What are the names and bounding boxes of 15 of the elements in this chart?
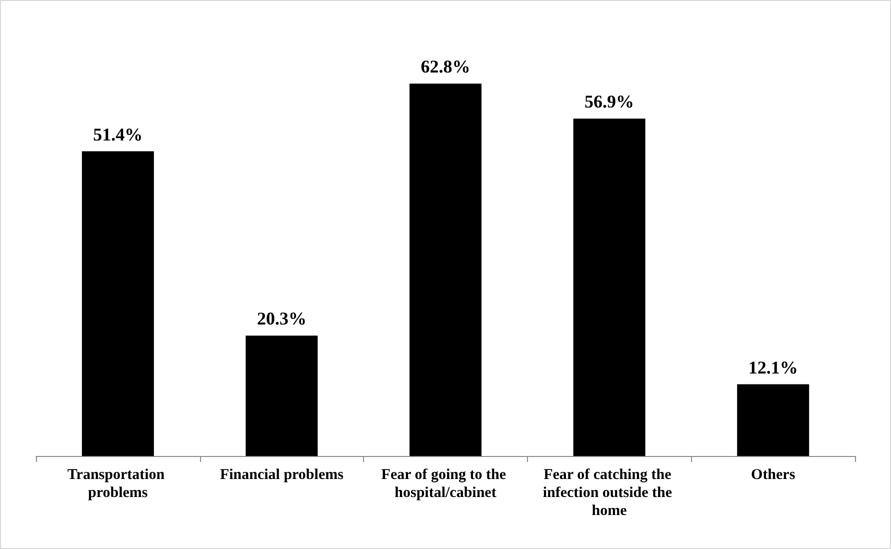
bar <box>737 384 810 456</box>
data-label: 56.9% <box>584 92 634 112</box>
x-tick-label: Fear of going to the hospital/cabinet <box>381 467 510 501</box>
x-tick-label: Others <box>751 467 796 483</box>
data-label: 20.3% <box>256 308 306 329</box>
x-tick-label: Transportation problems <box>67 467 168 501</box>
bar <box>573 118 646 456</box>
x-tick-label: Fear of catching the infection outside the home <box>542 467 676 519</box>
bar <box>410 84 482 456</box>
data-label: 62.8% <box>420 56 470 77</box>
bar <box>246 336 318 456</box>
data-label: 12.1% <box>748 357 798 378</box>
bar <box>82 151 154 456</box>
data-label: 51.4% <box>93 124 143 144</box>
x-tick-label: Financial problems <box>220 467 344 483</box>
